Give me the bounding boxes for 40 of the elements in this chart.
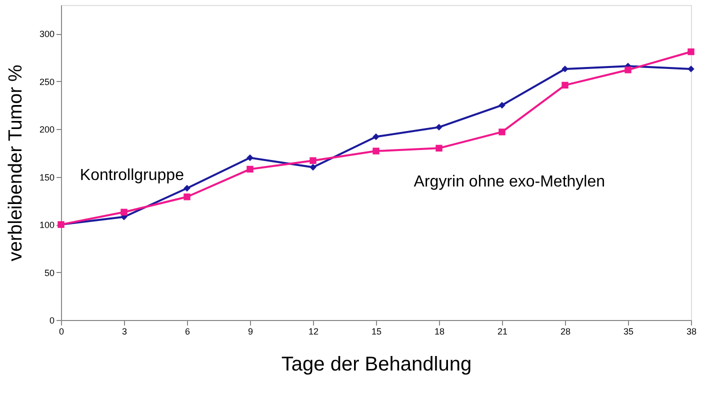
point [246,166,254,173]
y-tick-label: 300 [39,29,54,40]
x-tick-label: 12 [308,326,319,336]
point [562,66,568,72]
point [310,164,316,171]
y-axis-title: verbleibender Tumor % [5,64,26,262]
point [120,208,128,216]
series-label: Argyrin ohne exo-Methylen [414,173,606,190]
y-tick-label: 50 [44,268,54,278]
x-tick-label: 9 [248,326,254,336]
point [246,154,254,162]
y-tick-label: 200 [39,124,54,135]
x-tick-label: 35 [623,326,634,336]
point [498,102,506,109]
point [372,148,380,154]
point [372,133,380,140]
point [436,144,442,152]
series-label: Kontrollgruppe [80,167,184,184]
y-tick-label: 0 [49,316,54,326]
y-tick-label: 100 [39,220,54,230]
point [184,184,190,192]
point [436,124,442,131]
x-tick-label: 28 [560,326,571,336]
x-tick-label: 21 [497,326,508,336]
x-tick-label: 3 [122,326,128,336]
y-tick-label: 150 [39,172,54,182]
point [310,157,316,164]
point [562,82,568,89]
x-tick-label: 18 [434,326,445,336]
point [498,128,506,136]
x-axis-title: Tage der Behandlung [281,354,472,376]
point [624,66,632,74]
point [688,48,694,56]
x-tick-label: 38 [686,326,697,336]
y-tick-label: 250 [39,76,54,87]
point [688,66,694,72]
x-tick-label: 15 [371,326,382,336]
point [184,194,190,200]
x-tick-label: 6 [184,326,190,336]
x-tick-label: 0 [58,326,64,336]
